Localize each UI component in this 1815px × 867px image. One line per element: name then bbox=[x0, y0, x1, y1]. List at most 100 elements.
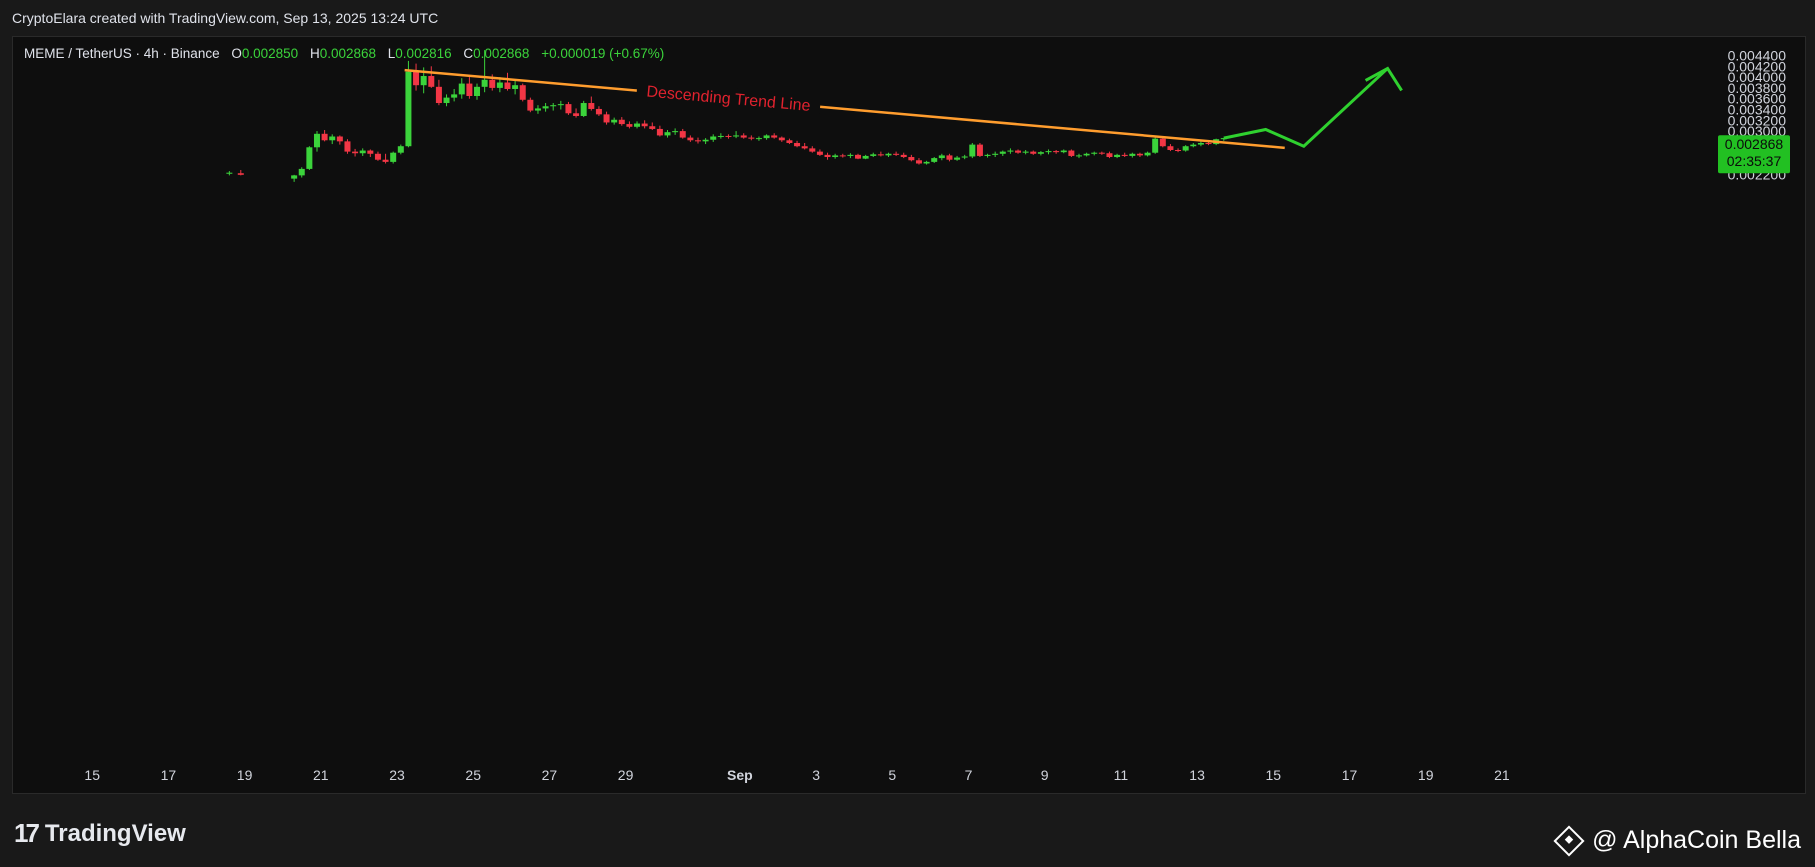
candle-down bbox=[344, 141, 351, 152]
candle-down bbox=[565, 104, 572, 114]
binance-diamond-icon bbox=[1553, 824, 1585, 857]
y-tick-label: 0.003800 bbox=[1728, 80, 1787, 96]
candle-up bbox=[397, 146, 404, 153]
author-watermark: @ AlphaCoin Bella bbox=[1553, 824, 1801, 857]
candle-up bbox=[717, 135, 724, 137]
candle-up bbox=[1129, 153, 1136, 156]
candle-up bbox=[931, 158, 938, 162]
candle-down bbox=[679, 131, 686, 138]
candle-down bbox=[794, 142, 801, 147]
candle-down bbox=[641, 123, 648, 127]
candle-up bbox=[390, 152, 397, 162]
candle-up bbox=[481, 79, 488, 87]
candle-up bbox=[474, 86, 481, 96]
candle-down bbox=[237, 173, 244, 175]
candle-up bbox=[870, 154, 877, 156]
candle-down bbox=[778, 137, 785, 141]
candle-down bbox=[771, 135, 778, 138]
candle-up bbox=[969, 144, 976, 157]
x-tick-label: 5 bbox=[888, 767, 896, 783]
candle-down bbox=[626, 124, 633, 127]
price-badge-countdown: 02:35:37 bbox=[1727, 153, 1782, 169]
candle-up bbox=[306, 147, 313, 169]
candle-up bbox=[557, 104, 564, 106]
candle-down bbox=[428, 76, 435, 87]
candle-up bbox=[496, 82, 503, 88]
candle-up bbox=[1197, 142, 1204, 145]
candle-up bbox=[226, 172, 233, 174]
candle-down bbox=[1098, 152, 1105, 154]
candle-down bbox=[321, 133, 328, 141]
candle-down bbox=[367, 150, 374, 154]
tradingview-logo-icon: 17 bbox=[14, 818, 40, 848]
candle-down bbox=[946, 155, 953, 160]
candle-up bbox=[755, 138, 762, 140]
candle-up bbox=[1114, 154, 1121, 158]
descending-trend-line bbox=[404, 68, 1285, 150]
candle-down bbox=[527, 99, 534, 111]
candle-down bbox=[908, 157, 915, 161]
open-value: 0.002850 bbox=[241, 46, 299, 61]
candle-up bbox=[313, 133, 320, 148]
candle-up bbox=[954, 157, 961, 160]
y-tick-label: 0.003600 bbox=[1728, 91, 1787, 107]
ohlc-legend: MEME / TetherUS · 4h · Binance O0.002850… bbox=[24, 46, 664, 61]
candle-down bbox=[504, 82, 511, 89]
candle-up bbox=[862, 155, 869, 159]
y-tick-label: 0.004000 bbox=[1728, 69, 1787, 85]
candle-up bbox=[298, 168, 305, 176]
candle-down bbox=[915, 160, 922, 164]
candle-up bbox=[329, 136, 336, 141]
candle-down bbox=[725, 135, 732, 137]
candle-up bbox=[534, 108, 541, 111]
candle-down bbox=[877, 154, 884, 156]
close-value: 0.002868 bbox=[473, 46, 530, 61]
candle-down bbox=[740, 135, 747, 138]
candle-down bbox=[1106, 153, 1113, 158]
candle-down bbox=[694, 140, 701, 142]
candle-down bbox=[352, 151, 359, 154]
price-badge bbox=[1718, 135, 1790, 174]
candle-up bbox=[832, 155, 839, 158]
x-tick-label: 13 bbox=[1189, 767, 1205, 783]
candle-down bbox=[603, 114, 610, 123]
high-label: H bbox=[309, 46, 320, 61]
candle-up bbox=[1182, 146, 1189, 151]
candle-down bbox=[573, 113, 580, 116]
x-tick-label: 9 bbox=[1041, 767, 1049, 783]
candle-down bbox=[786, 140, 793, 143]
symbol-label[interactable]: MEME / TetherUS · 4h · Binance bbox=[24, 46, 220, 61]
candle-up bbox=[1045, 151, 1052, 153]
candle-up bbox=[733, 135, 740, 137]
candle-up bbox=[938, 155, 945, 159]
candle-down bbox=[519, 85, 526, 100]
x-tick-label: 27 bbox=[542, 767, 558, 783]
projection-arrowhead bbox=[1364, 66, 1403, 92]
candle-down bbox=[1068, 150, 1075, 156]
chart-credit: CryptoElara created with TradingView.com… bbox=[12, 10, 439, 26]
candle-down bbox=[801, 146, 808, 149]
author-name: @ AlphaCoin Bella bbox=[1592, 826, 1801, 854]
candle-down bbox=[649, 126, 656, 129]
candle-up bbox=[961, 156, 968, 158]
candle-down bbox=[855, 154, 862, 159]
x-tick-label: 11 bbox=[1114, 767, 1129, 783]
candle-up bbox=[291, 175, 298, 179]
candle-down bbox=[618, 119, 625, 125]
candle-down bbox=[1121, 154, 1128, 156]
tradingview-logo[interactable]: 17 TradingView bbox=[14, 818, 186, 849]
candle-up bbox=[1144, 152, 1151, 156]
high-value: 0.002868 bbox=[319, 46, 377, 61]
candle-up bbox=[611, 119, 618, 123]
candle-up bbox=[1220, 138, 1227, 140]
x-tick-label: 15 bbox=[1266, 767, 1282, 783]
candle-up bbox=[420, 76, 427, 86]
candle-up bbox=[1007, 150, 1014, 152]
candle-up bbox=[984, 154, 991, 156]
candle-down bbox=[900, 154, 907, 158]
y-tick-label: 0.004200 bbox=[1728, 58, 1787, 74]
candle-up bbox=[542, 106, 549, 109]
x-tick-label: 19 bbox=[237, 767, 253, 783]
candle-up bbox=[512, 85, 519, 89]
